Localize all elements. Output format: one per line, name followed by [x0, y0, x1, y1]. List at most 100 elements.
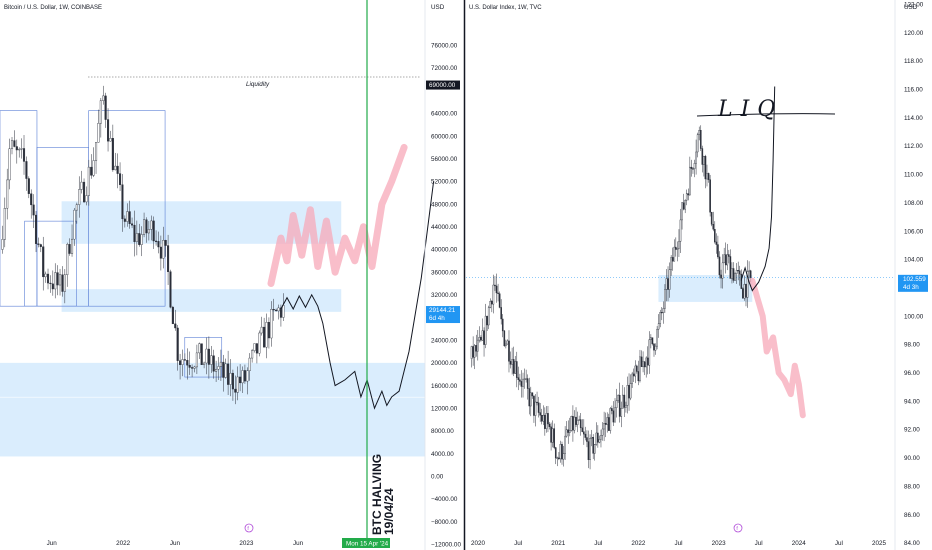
- candle: [227, 363, 230, 385]
- candle: [99, 100, 102, 124]
- zone-rect: [61, 289, 342, 312]
- tradingview-logo-icon[interactable]: f: [244, 523, 254, 533]
- candle: [558, 457, 560, 460]
- y-tick-label: 8000.00: [431, 428, 454, 435]
- y-tick-label: 96.00: [904, 370, 920, 377]
- btc-level-tag: 69000.00: [426, 80, 460, 90]
- candle: [212, 355, 215, 372]
- candle: [515, 361, 518, 378]
- candle: [561, 444, 563, 460]
- candle: [37, 243, 40, 245]
- liquidity-label: Liquidity: [246, 81, 270, 88]
- y-tick-label: 106.00: [904, 228, 924, 235]
- candle: [42, 246, 45, 278]
- candle: [210, 355, 213, 365]
- y-tick-label: 12000.00: [431, 405, 458, 412]
- candle: [186, 360, 189, 366]
- candle: [193, 366, 196, 369]
- candle: [567, 429, 570, 433]
- candle: [92, 160, 95, 176]
- liq-line: [696, 113, 836, 117]
- y-tick-label: 122.00: [904, 1, 924, 8]
- candle: [734, 273, 736, 281]
- candle: [51, 283, 54, 290]
- candle: [720, 274, 722, 279]
- candle: [90, 166, 93, 176]
- candle: [540, 415, 543, 422]
- candle: [123, 218, 126, 222]
- candle: [639, 356, 641, 382]
- candle: [520, 381, 523, 387]
- candle: [710, 212, 713, 225]
- candle: [611, 408, 613, 411]
- candle: [95, 142, 98, 161]
- candle: [243, 370, 246, 382]
- candle: [617, 394, 619, 401]
- candle: [531, 392, 534, 397]
- candle: [545, 413, 548, 429]
- zone-rect: [0, 397, 425, 457]
- candle: [544, 414, 546, 429]
- candle: [698, 130, 701, 135]
- svg-text:69000.00: 69000.00: [429, 82, 456, 89]
- candle: [742, 288, 744, 299]
- candle: [15, 146, 18, 151]
- x-tick-label: Jun: [170, 540, 181, 547]
- candle: [500, 307, 502, 320]
- candle: [620, 408, 623, 417]
- candle: [75, 204, 78, 211]
- candle: [712, 224, 715, 230]
- candle: [34, 214, 38, 244]
- x-tick-label: 2022: [631, 540, 646, 547]
- y-tick-label: 90.00: [904, 455, 920, 462]
- dxy-title: U.S. Dollar Index, 1W, TVC: [469, 5, 542, 11]
- y-tick-label: 76000.00: [431, 43, 458, 50]
- candle: [572, 415, 574, 431]
- y-tick-label: 16000.00: [431, 383, 458, 390]
- y-tick-label: 118.00: [904, 58, 923, 65]
- candle: [732, 268, 735, 281]
- candle: [622, 394, 624, 409]
- candle: [609, 408, 612, 431]
- candle: [667, 278, 669, 290]
- candle: [20, 148, 23, 150]
- candle: [592, 437, 594, 454]
- candle: [58, 274, 62, 286]
- candle: [483, 330, 485, 345]
- candle: [275, 309, 278, 312]
- candle: [595, 432, 598, 445]
- candle: [229, 372, 232, 385]
- candle: [539, 412, 541, 416]
- candle: [205, 348, 208, 364]
- y-tick-label: 86.00: [904, 512, 920, 519]
- y-tick-label: 48000.00: [431, 201, 458, 208]
- candle: [640, 356, 643, 367]
- candle: [80, 181, 83, 190]
- candle: [63, 274, 66, 292]
- candle: [728, 254, 730, 257]
- candle: [85, 195, 88, 203]
- candle: [551, 428, 554, 443]
- svg-text:f: f: [247, 526, 249, 532]
- candle: [578, 419, 580, 421]
- x-tick-label: 2023: [712, 540, 727, 547]
- candle: [632, 373, 635, 377]
- candle: [556, 457, 559, 459]
- candle: [487, 307, 490, 326]
- y-tick-label: 56000.00: [431, 156, 458, 163]
- candle: [665, 278, 668, 290]
- candle: [265, 322, 268, 348]
- y-tick-label: 40000.00: [431, 247, 458, 254]
- tradingview-logo-icon[interactable]: f: [733, 523, 743, 533]
- candle: [241, 370, 244, 384]
- candle: [623, 394, 626, 408]
- candle: [659, 312, 662, 324]
- candle: [97, 123, 100, 143]
- dxy-y-ticks: 122.00 120.00 118.00 116.00 114.00 112.00 110.…: [904, 1, 924, 547]
- candle: [508, 340, 510, 362]
- candle: [222, 361, 225, 378]
- candle: [626, 385, 629, 406]
- y-tick-label: 36000.00: [431, 269, 458, 276]
- candle: [472, 346, 474, 358]
- candle: [615, 400, 618, 408]
